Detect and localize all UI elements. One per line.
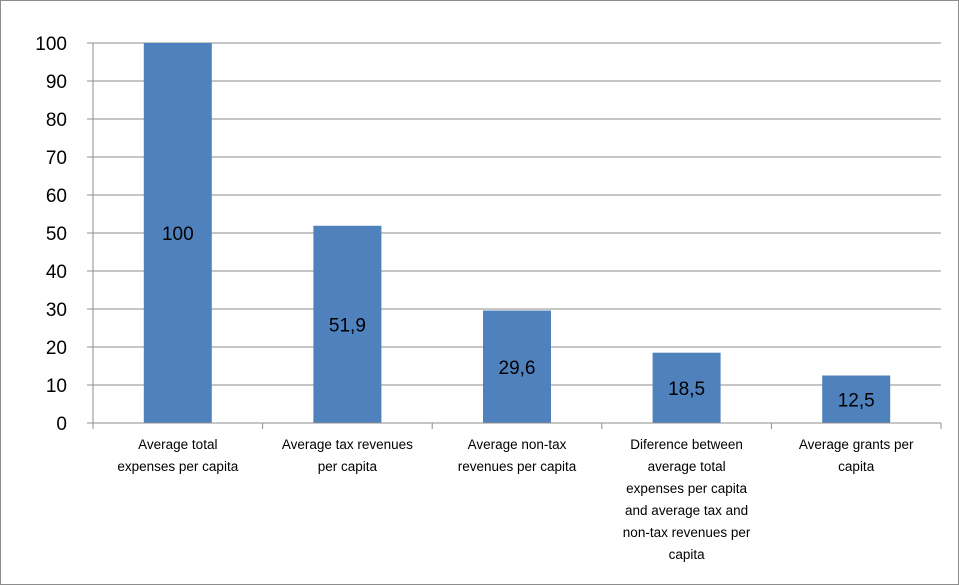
data-label: 51,9	[329, 315, 366, 336]
x-category-label: Diference between average total expenses p…	[623, 437, 751, 562]
x-category-label-line: Average total	[138, 437, 217, 452]
x-category-label: Average grants per capita	[799, 437, 914, 474]
bar[interactable]	[313, 225, 382, 423]
x-category-label-line: per capita	[318, 459, 378, 474]
y-tick-label: 100	[35, 34, 67, 55]
x-category-label-line: revenues per capita	[458, 459, 577, 474]
x-category-label-line: expenses per capita	[626, 481, 747, 496]
x-category-label: Average non-tax revenues per capita	[458, 437, 577, 474]
bar[interactable]	[483, 310, 551, 423]
x-category-label: Average tax revenues per capita	[282, 437, 413, 474]
y-tick-label: 40	[46, 262, 67, 283]
bar[interactable]	[652, 352, 721, 423]
data-label: 29,6	[499, 358, 536, 379]
x-category-label-line: average total	[648, 459, 726, 474]
data-label: 100	[162, 224, 194, 245]
y-tick-label: 50	[46, 224, 67, 245]
y-tick-label: 30	[46, 300, 67, 321]
data-label: 12,5	[838, 390, 875, 411]
y-tick-label: 70	[46, 148, 67, 169]
y-tick-label: 10	[46, 376, 67, 397]
bar[interactable]	[143, 43, 212, 423]
x-category-label-line: Average non-tax	[468, 437, 567, 452]
data-label: 18,5	[668, 379, 705, 400]
x-category-label-line: non-tax revenues per	[623, 525, 751, 540]
y-tick-label: 90	[46, 72, 67, 93]
x-category-label-line: Diference between	[630, 437, 743, 452]
bar[interactable]	[822, 375, 891, 424]
x-category-label: Average total expenses per capita	[117, 437, 238, 474]
y-tick-label: 60	[46, 186, 67, 207]
y-tick-label: 80	[46, 110, 67, 131]
y-tick-label: 20	[46, 338, 67, 359]
x-category-label-line: capita	[838, 459, 875, 474]
x-category-label-line: Average grants per	[799, 437, 914, 452]
x-category-label-line: capita	[669, 547, 706, 562]
x-category-label-line: expenses per capita	[117, 459, 238, 474]
y-tick-label: 0	[56, 414, 67, 435]
x-category-label-line: and average tax and	[625, 503, 748, 518]
x-category-label-line: Average tax revenues	[282, 437, 413, 452]
